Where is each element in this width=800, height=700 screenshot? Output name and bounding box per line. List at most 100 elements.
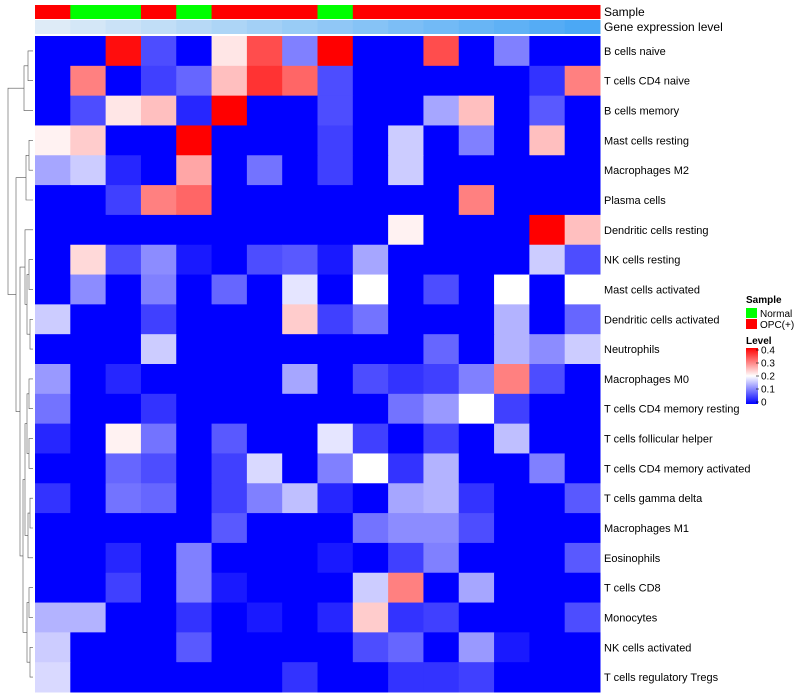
heatmap-cell: [35, 364, 71, 395]
heatmap-cell: [423, 423, 460, 454]
dendrogram-branch: [29, 497, 33, 529]
heatmap-cell: [494, 453, 530, 484]
heatmap-cell: [246, 185, 283, 216]
heatmap-cell: [176, 65, 213, 97]
heatmap-cell: [282, 304, 318, 335]
expression-annotation-cell: [317, 20, 354, 34]
sample-annotation-cell: [458, 5, 495, 19]
heatmap-cell: [352, 214, 389, 246]
expression-annotation-cell: [105, 20, 142, 34]
heatmap-cell: [282, 95, 318, 126]
heatmap-cell: [352, 274, 389, 305]
heatmap-cell: [246, 364, 283, 395]
expression-annotation-cell: [211, 20, 248, 34]
heatmap-cell: [388, 393, 424, 425]
heatmap-cell: [494, 95, 530, 126]
heatmap-cell: [564, 125, 601, 156]
heatmap-cell: [282, 155, 318, 186]
heatmap-cell: [105, 274, 142, 305]
heatmap-cell: [105, 244, 142, 276]
heatmap-cell: [35, 602, 71, 633]
heatmap-cell: [423, 334, 460, 365]
heatmap-cell: [388, 304, 424, 335]
heatmap-cell: [246, 542, 283, 574]
heatmap-cell: [105, 423, 142, 454]
heatmap-cell: [529, 334, 566, 365]
heatmap-cell: [564, 542, 601, 574]
heatmap-cell: [423, 453, 460, 484]
heatmap-cells: [35, 36, 601, 693]
heatmap-cell: [35, 125, 71, 156]
heatmap-cell: [105, 65, 142, 97]
heatmap-cell: [529, 65, 566, 97]
heatmap-cell: [140, 662, 177, 693]
heatmap-cell: [176, 662, 213, 693]
heatmap-cell: [105, 125, 142, 156]
legend-swatch: [746, 308, 757, 318]
heatmap-cell: [494, 602, 530, 633]
heatmap-cell: [458, 453, 495, 484]
heatmap-cell: [246, 602, 283, 633]
heatmap-cell: [458, 36, 495, 67]
heatmap-cell: [317, 364, 354, 395]
heatmap-cell: [140, 244, 177, 276]
sample-annotation-cell: [352, 5, 389, 19]
heatmap-cell: [458, 244, 495, 276]
heatmap-cell: [352, 65, 389, 97]
heatmap-cell: [211, 632, 248, 663]
heatmap-cell: [282, 572, 318, 604]
heatmap-cell: [564, 364, 601, 395]
heatmap-cell: [282, 483, 318, 514]
heatmap-cell: [140, 364, 177, 395]
heatmap-cell: [458, 95, 495, 126]
heatmap-cell: [423, 125, 460, 156]
heatmap-cell: [176, 185, 213, 216]
dendrogram-branch: [29, 318, 33, 350]
heatmap-cell: [388, 185, 424, 216]
heatmap-cell: [70, 274, 107, 305]
dendrogram-branch: [28, 259, 33, 290]
heatmap-cell: [35, 95, 71, 126]
heatmap-cell: [423, 214, 460, 246]
heatmap-cell: [176, 214, 213, 246]
heatmap-cell: [352, 662, 389, 693]
heatmap-cell: [70, 632, 107, 663]
heatmap-cell: [564, 662, 601, 693]
sample-annotation-cell: [388, 5, 424, 19]
heatmap-cell: [564, 334, 601, 365]
heatmap-cell: [282, 423, 318, 454]
heatmap-cell: [494, 423, 530, 454]
heatmap-cell: [282, 274, 318, 305]
row-label: Monocytes: [604, 612, 658, 624]
heatmap-cell: [140, 513, 177, 544]
heatmap-cell: [494, 542, 530, 574]
heatmap-cell: [388, 453, 424, 484]
heatmap-cell: [423, 274, 460, 305]
heatmap-cell: [211, 602, 248, 633]
heatmap-cell: [352, 423, 389, 454]
sample-annotation-cell: [176, 5, 213, 19]
heatmap-cell: [423, 36, 460, 67]
heatmap-cell: [317, 125, 354, 156]
heatmap-cell: [317, 244, 354, 276]
heatmap-cell: [70, 95, 107, 126]
heatmap-cell: [105, 513, 142, 544]
heatmap-cell: [458, 65, 495, 97]
heatmap-cell: [176, 453, 213, 484]
row-label: T cells gamma delta: [604, 493, 703, 505]
heatmap-cell: [388, 65, 424, 97]
heatmap-cell: [317, 453, 354, 484]
heatmap-cell: [282, 542, 318, 574]
sample-annotation-cell: [140, 5, 177, 19]
heatmap-cell: [423, 602, 460, 633]
heatmap-cell: [140, 36, 177, 67]
heatmap-cell: [494, 513, 530, 544]
heatmap-cell: [458, 214, 495, 246]
dendrogram-branch: [23, 65, 33, 111]
row-label: NK cells activated: [604, 642, 691, 654]
heatmap-cell: [564, 423, 601, 454]
heatmap-cell: [317, 304, 354, 335]
heatmap-cell: [176, 572, 213, 604]
row-label: T cells follicular helper: [604, 434, 713, 446]
expression-annotation-cell: [70, 20, 107, 34]
